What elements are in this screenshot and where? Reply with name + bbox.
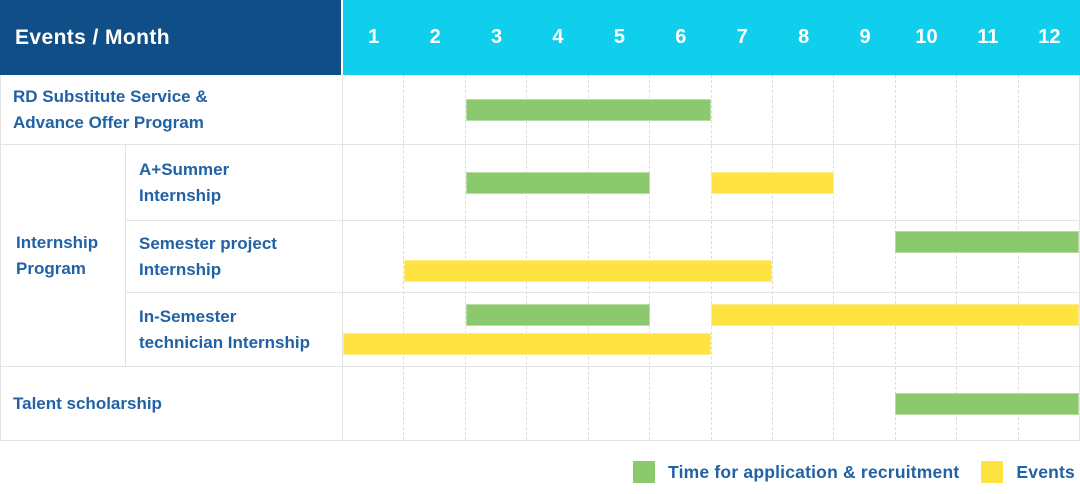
row-chart-semester-project-internship [342,221,1079,293]
month-gridline [1017,75,1019,440]
bar-line [343,392,1079,415]
legend-events-swatch-icon [981,461,1004,483]
month-header-1: 1 [368,26,380,48]
bar-line [343,231,1079,253]
bar-talent-scholarship-application [895,392,1079,415]
month-gridline [649,75,651,440]
row-label-semester-project-internship: Semester project Internship [125,221,342,293]
row-chart-talent-scholarship [342,367,1079,440]
month-header-row: 1 2 3 4 5 6 7 8 9 10 11 12 [343,0,1080,75]
bar-in-semester-technician-internship-events [343,333,711,355]
bar-in-semester-technician-internship-application [465,304,650,326]
month-header-5: 5 [613,26,625,48]
month-header-4: 4 [552,26,564,48]
events-month-header-cell: Events / Month [0,0,341,75]
legend-application-label: Time for application & recruitment [668,461,960,482]
month-header-12: 12 [1038,26,1061,48]
month-gridline [587,75,589,440]
bar-in-semester-technician-internship-events [711,304,1079,326]
legend-events-label: Events [1016,461,1075,482]
legend-item-events: Events [981,461,1075,483]
bar-a-plus-summer-internship-events [711,171,834,194]
bar-line [343,171,1079,194]
month-gridline [464,75,466,440]
month-gridline [403,75,405,440]
row-label-a-plus-summer-internship: A+Summer Internship [125,145,342,221]
legend-application-swatch-icon [633,461,656,483]
month-gridline [710,75,712,440]
row-chart-rd-substitute-service [342,75,1079,145]
bar-semester-project-internship-application [895,231,1079,253]
row-label-rd-substitute-service: RD Substitute Service & Advance Offer Pro… [1,75,342,145]
month-header-9: 9 [859,26,871,48]
month-gridline [771,75,773,440]
month-header-10: 10 [915,26,938,48]
bar-a-plus-summer-internship-application [465,171,650,194]
month-header-8: 8 [798,26,810,48]
month-gridline [894,75,896,440]
month-gridline [526,75,528,440]
bar-line [343,98,1079,121]
group-label-internship-program: Internship Program [1,145,125,367]
bar-line [343,333,1079,355]
row-chart-a-plus-summer-internship [342,145,1079,221]
month-gridline [833,75,835,440]
month-header-7: 7 [736,26,748,48]
month-header-6: 6 [675,26,687,48]
month-header-3: 3 [490,26,503,48]
row-label-talent-scholarship: Talent scholarship [13,393,162,413]
bar-line [343,304,1079,326]
legend-item-application: Time for application & recruitment [633,461,959,483]
legend: Time for application & recruitment Event… [0,441,1080,494]
bar-semester-project-internship-events [404,260,773,282]
gantt-body: RD Substitute Service & Advance Offer Pro… [0,75,1080,441]
row-chart-in-semester-technician-internship [342,293,1079,367]
row-label-in-semester-technician-internship: In-Semester technician Internship [125,293,342,367]
table-header-row: Events / Month 1 2 3 4 5 6 7 8 9 10 11 12 [0,0,1080,75]
month-header-11: 11 [977,26,999,48]
month-gridline [956,75,958,440]
header-divider [341,0,343,75]
bar-line [343,260,1079,282]
bar-rd-substitute-service-application [465,98,711,121]
month-header-2: 2 [429,26,441,48]
